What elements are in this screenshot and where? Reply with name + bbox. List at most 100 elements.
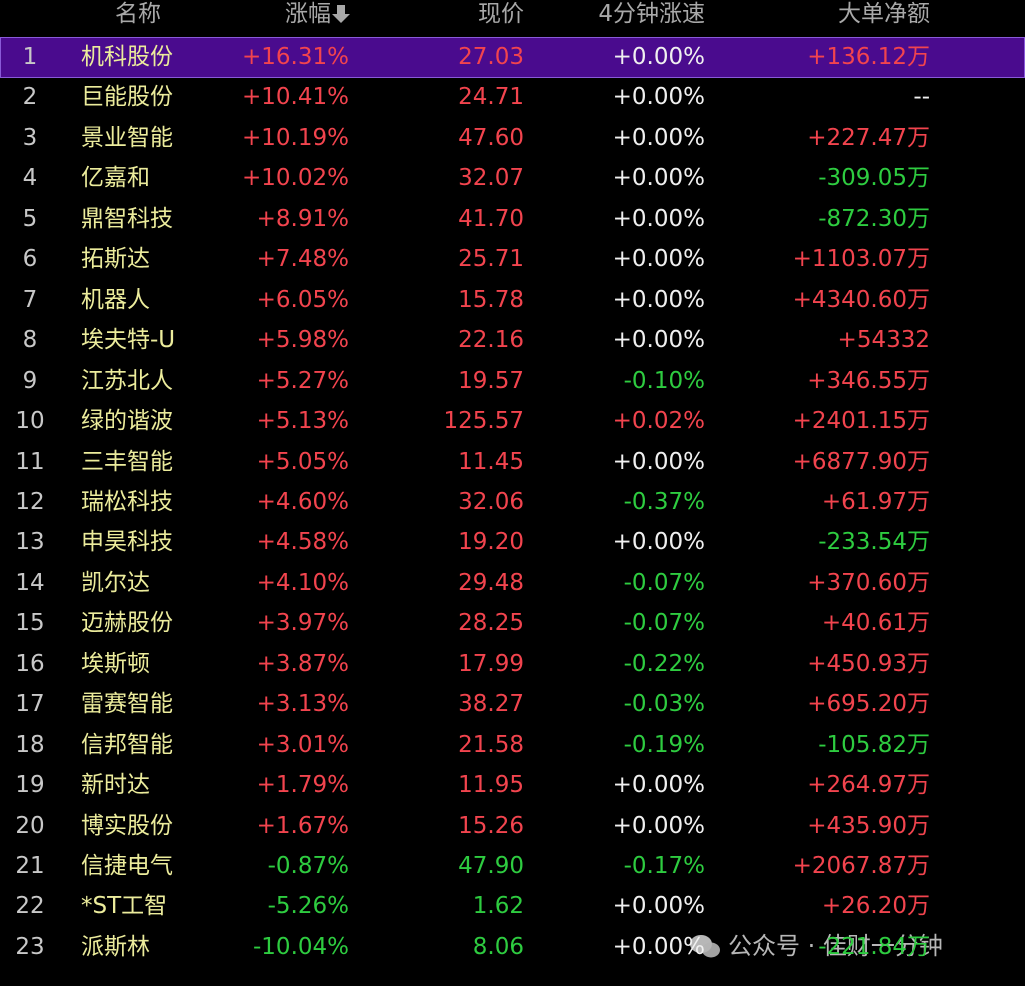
row-index: 20 <box>15 812 45 839</box>
stock-name[interactable]: 博实股份 <box>81 812 173 839</box>
net-flow: +2067.87万 <box>792 853 930 879</box>
change-pct: +5.98% <box>256 327 349 354</box>
change-pct: +10.19% <box>242 124 349 151</box>
header-speed[interactable]: 4分钟涨速 <box>598 1 705 27</box>
speed: +0.00% <box>612 812 705 839</box>
price: 15.26 <box>458 812 524 839</box>
header-net[interactable]: 大单净额 <box>838 1 930 27</box>
row-index: 2 <box>22 84 38 111</box>
header-price[interactable]: 现价 <box>478 1 524 27</box>
stock-name[interactable]: 拓斯达 <box>81 246 150 273</box>
row-index: 6 <box>22 246 38 273</box>
row-index: 5 <box>22 205 38 232</box>
stock-name[interactable]: 埃斯顿 <box>81 650 150 677</box>
stock-name[interactable]: 鼎智科技 <box>81 205 173 232</box>
row-index: 7 <box>22 286 38 313</box>
speed: -0.07% <box>623 569 705 596</box>
net-flow: -221.84万 <box>818 933 930 960</box>
price: 17.99 <box>458 650 524 677</box>
net-flow: +4340.60万 <box>792 286 930 313</box>
change-pct: +3.97% <box>256 610 349 637</box>
price: 19.20 <box>458 529 524 556</box>
speed: +0.00% <box>612 772 705 799</box>
price: 125.57 <box>443 408 524 435</box>
price: 25.71 <box>458 246 524 273</box>
stock-name[interactable]: 机器人 <box>81 286 150 313</box>
row-index: 4 <box>22 165 38 192</box>
price: 38.27 <box>458 691 524 718</box>
stock-name[interactable]: 迈赫股份 <box>81 610 173 637</box>
row-index: 15 <box>15 610 45 637</box>
net-flow: +1103.07万 <box>792 246 930 273</box>
stock-name[interactable]: 景业智能 <box>81 124 173 151</box>
speed: -0.03% <box>623 691 705 718</box>
stock-name[interactable]: 申昊科技 <box>81 529 173 556</box>
stock-name[interactable]: 绿的谐波 <box>81 408 173 435</box>
change-pct: +8.91% <box>256 205 349 232</box>
speed: +0.00% <box>612 529 705 556</box>
speed: +0.00% <box>612 448 705 475</box>
row-index: 8 <box>22 327 38 354</box>
change-pct: +5.13% <box>256 408 349 435</box>
net-flow: +6877.90万 <box>792 448 930 475</box>
change-pct: +7.48% <box>256 246 349 273</box>
stock-name[interactable]: *ST工智 <box>81 893 168 920</box>
change-pct: +5.05% <box>256 448 349 475</box>
stock-name[interactable]: 新时达 <box>81 772 150 799</box>
speed: +0.00% <box>612 286 705 313</box>
stock-name[interactable]: 凯尔达 <box>81 569 150 596</box>
row-index: 19 <box>15 772 45 799</box>
stock-name[interactable]: 巨能股份 <box>81 84 173 111</box>
header-name[interactable]: 名称 <box>115 1 161 27</box>
net-flow: -872.30万 <box>818 205 930 232</box>
price: 19.57 <box>458 367 524 394</box>
row-index: 1 <box>22 44 38 70</box>
net-flow: +136.12万 <box>807 44 930 70</box>
row-index: 16 <box>15 650 45 677</box>
change-pct: +3.01% <box>256 731 349 758</box>
net-flow: -309.05万 <box>818 165 930 192</box>
stock-name[interactable]: 瑞松科技 <box>81 488 173 515</box>
change-pct: +4.60% <box>256 488 349 515</box>
speed: +0.00% <box>612 933 705 960</box>
stock-name[interactable]: 信捷电气 <box>81 853 173 879</box>
price: 29.48 <box>458 569 524 596</box>
price: 11.45 <box>458 448 524 475</box>
stock-name[interactable]: 江苏北人 <box>81 367 173 394</box>
speed: +0.00% <box>612 893 705 920</box>
stock-name[interactable]: 亿嘉和 <box>81 165 150 192</box>
speed: -0.37% <box>623 488 705 515</box>
selected-row-highlight <box>0 37 1025 78</box>
stock-name[interactable]: 三丰智能 <box>81 448 173 475</box>
speed: +0.00% <box>612 44 705 70</box>
net-flow: +370.60万 <box>807 569 930 596</box>
net-flow: +40.61万 <box>821 610 930 637</box>
speed: +0.00% <box>612 246 705 273</box>
net-flow: +450.93万 <box>807 650 930 677</box>
price: 8.06 <box>472 933 524 960</box>
net-flow: -105.82万 <box>818 731 930 758</box>
speed: -0.19% <box>623 731 705 758</box>
speed: +0.00% <box>612 124 705 151</box>
speed: -0.17% <box>623 853 705 879</box>
speed: +0.00% <box>612 84 705 111</box>
price: 11.95 <box>458 772 524 799</box>
stock-name[interactable]: 雷赛智能 <box>81 691 173 718</box>
net-flow: -- <box>913 84 930 111</box>
stock-name[interactable]: 信邦智能 <box>81 731 173 758</box>
price: 47.90 <box>458 853 524 879</box>
price: 32.06 <box>458 488 524 515</box>
stock-name[interactable]: 机科股份 <box>81 44 173 70</box>
price: 41.70 <box>458 205 524 232</box>
price: 21.58 <box>458 731 524 758</box>
stock-name[interactable]: 埃夫特-U <box>81 327 176 354</box>
change-pct: -10.04% <box>253 933 349 960</box>
net-flow: +695.20万 <box>807 691 930 718</box>
change-pct: +1.67% <box>256 812 349 839</box>
change-pct: +4.10% <box>256 569 349 596</box>
stock-name[interactable]: 派斯林 <box>81 933 150 960</box>
net-flow: -233.54万 <box>818 529 930 556</box>
header-change[interactable]: 涨幅 <box>285 1 331 27</box>
price: 22.16 <box>458 327 524 354</box>
speed: +0.00% <box>612 165 705 192</box>
